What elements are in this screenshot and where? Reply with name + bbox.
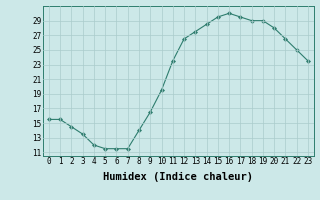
X-axis label: Humidex (Indice chaleur): Humidex (Indice chaleur)	[103, 172, 253, 182]
